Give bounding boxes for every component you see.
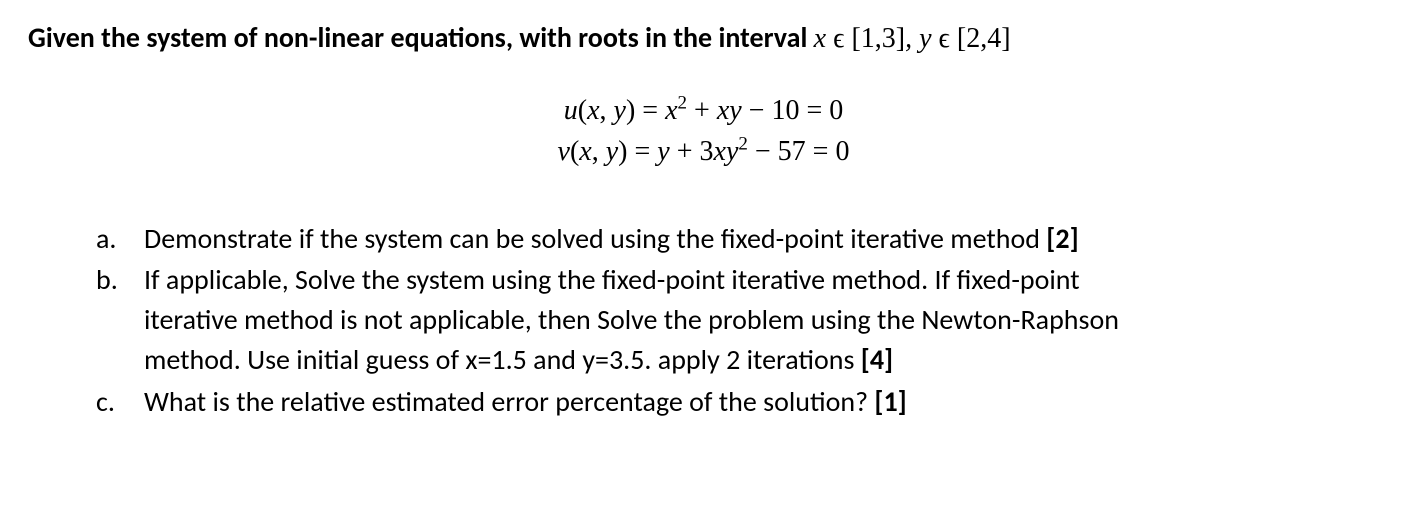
question-list: a. Demonstrate if the system can be solv… — [28, 219, 1379, 422]
problem-title: Given the system of non-linear equations… — [28, 20, 1379, 57]
item-c-text: What is the relative estimated error per… — [144, 384, 874, 419]
item-body-b: If applicable, Solve the system using th… — [144, 260, 1379, 379]
item-b-line2: iterative method is not applicable, then… — [144, 300, 1379, 340]
item-a-points: [2] — [1046, 221, 1078, 256]
equation-block: u(x, y) = x2 + xy − 10 = 0 v(x, y) = y +… — [28, 91, 1379, 172]
item-body-c: What is the relative estimated error per… — [144, 382, 1379, 422]
list-item: a. Demonstrate if the system can be solv… — [96, 219, 1379, 259]
item-label-a: a. — [96, 219, 144, 259]
item-b-line1: If applicable, Solve the system using th… — [144, 260, 1379, 300]
item-b-line3: method. Use initial guess of x=1.5 and y… — [144, 340, 1379, 380]
item-label-c: c. — [96, 382, 144, 422]
title-bold-text: Given the system of non-linear equations… — [28, 20, 814, 55]
problem-page: Given the system of non-linear equations… — [0, 0, 1407, 443]
item-b-line3-text: method. Use initial guess of x=1.5 and y… — [144, 342, 861, 377]
item-body-a: Demonstrate if the system can be solved … — [144, 219, 1379, 259]
title-interval-math: x ϵ [1,3], y ϵ [2,4] — [814, 23, 1011, 54]
item-label-b: b. — [96, 260, 144, 379]
equation-u: u(x, y) = x2 + xy − 10 = 0 — [28, 91, 1379, 132]
item-c-points: [1] — [874, 384, 906, 419]
list-item: c. What is the relative estimated error … — [96, 382, 1379, 422]
list-item: b. If applicable, Solve the system using… — [96, 260, 1379, 379]
equation-v: v(x, y) = y + 3xy2 − 57 = 0 — [28, 132, 1379, 173]
item-a-text: Demonstrate if the system can be solved … — [144, 221, 1046, 256]
item-b-points: [4] — [861, 342, 893, 377]
